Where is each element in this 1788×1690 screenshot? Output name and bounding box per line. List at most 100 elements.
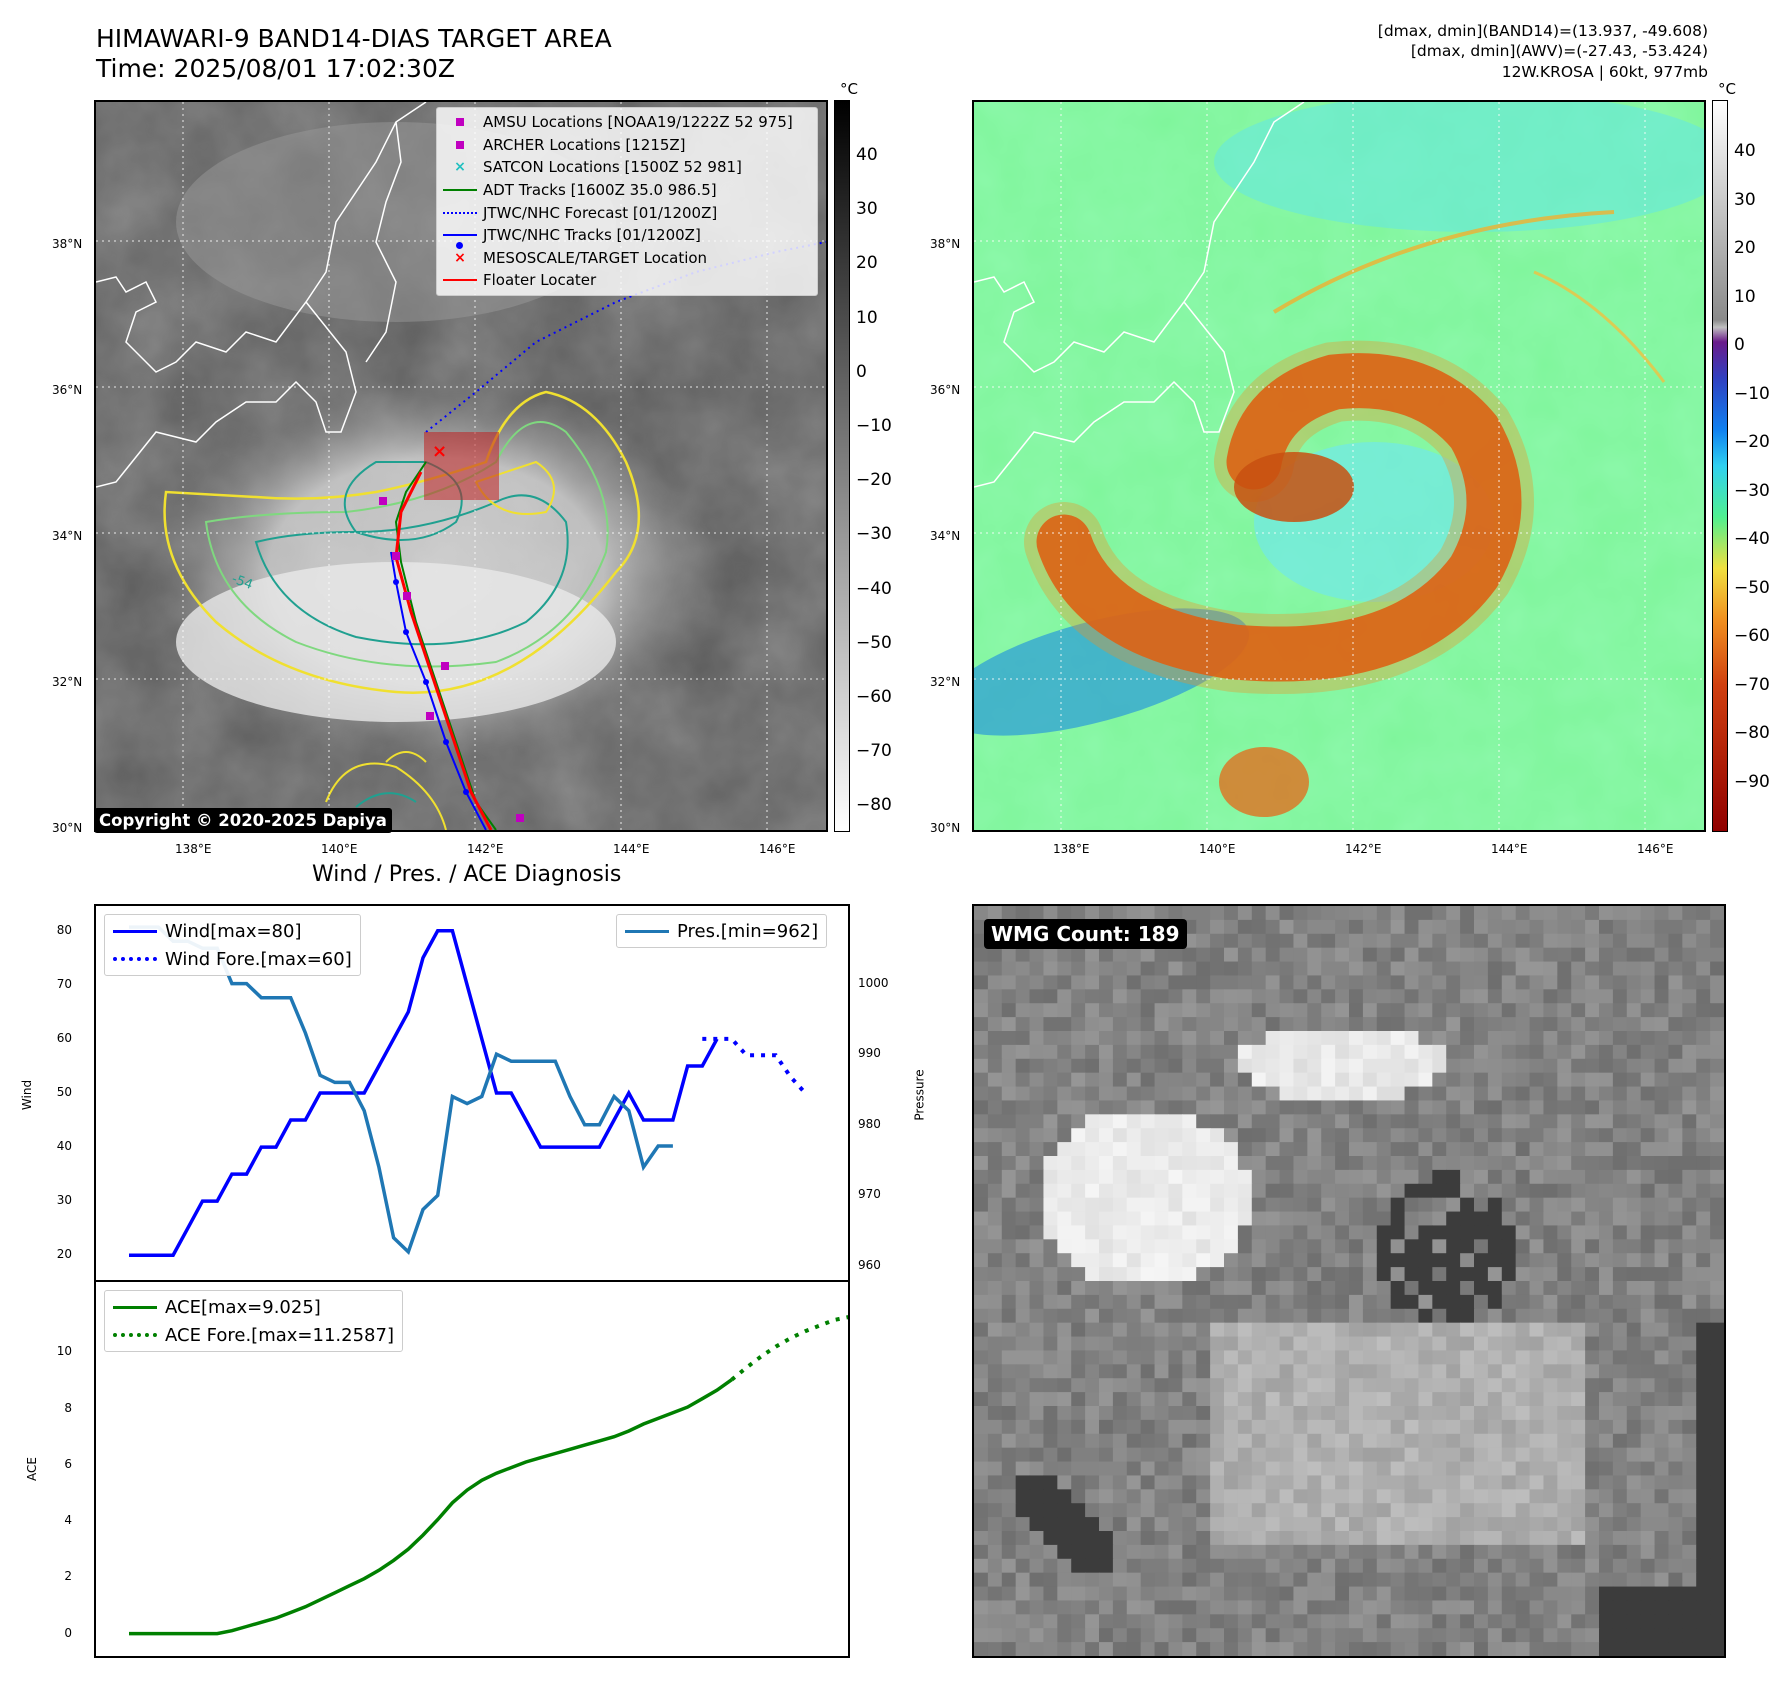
solid-line-icon xyxy=(113,929,157,933)
legend-item-satcon: × SATCON Locations [1500Z 52 981] xyxy=(437,156,817,179)
wmg-image xyxy=(974,906,1724,1656)
awv-range-text: [dmax, dmin](AWV)=(-27.43, -53.424) xyxy=(1410,42,1708,60)
legend-item-jtwc-forecast: JTWC/NHC Forecast [01/1200Z] xyxy=(437,201,817,224)
band14-range-text: [dmax, dmin](BAND14)=(13.937, -49.608) xyxy=(1377,22,1708,40)
axis-tick-label: 60 xyxy=(56,1030,72,1045)
ace-line xyxy=(129,1378,733,1636)
ace-panel xyxy=(94,1280,850,1658)
wind-line xyxy=(129,929,719,1257)
axis-tick-label: 6 xyxy=(64,1456,72,1471)
awv-map-panel xyxy=(972,100,1706,832)
legend-label: ADT Tracks [1600Z 35.0 986.5] xyxy=(483,181,717,200)
axis-tick-label: 8 xyxy=(64,1400,72,1415)
left-colorbar-unit: °C xyxy=(840,80,858,98)
wmg-panel xyxy=(972,904,1726,1658)
lon-tick-label: 146°E xyxy=(759,842,796,856)
awv-map-image xyxy=(974,102,1704,830)
colorbar-tick-label: 20 xyxy=(856,253,878,274)
axis-tick-label: 20 xyxy=(56,1247,72,1262)
legend-label: AMSU Locations [NOAA19/1222Z 52 975] xyxy=(483,113,793,132)
colorbar-tick-label: 10 xyxy=(1734,286,1756,307)
lat-tick-label: 32°N xyxy=(52,675,83,689)
axis-tick-label: 70 xyxy=(56,976,72,991)
left-colorbar xyxy=(834,100,850,832)
lat-tick-label: 32°N xyxy=(930,675,961,689)
lon-tick-label: 144°E xyxy=(1491,842,1528,856)
line-icon xyxy=(443,189,477,192)
lat-tick-label: 38°N xyxy=(52,237,83,251)
colorbar-tick-label: −80 xyxy=(1734,723,1770,743)
lon-tick-label: 140°E xyxy=(1199,842,1236,856)
legend-item-amsu: AMSU Locations [NOAA19/1222Z 52 975] xyxy=(437,111,817,134)
ace-fore-legend-label: ACE Fore.[max=11.2587] xyxy=(165,1324,394,1346)
lon-tick-label: 142°E xyxy=(1345,842,1382,856)
lat-tick-label: 30°N xyxy=(52,821,83,835)
line-dot-icon xyxy=(443,234,477,237)
colorbar-tick-label: −20 xyxy=(856,470,892,491)
colorbar-tick-label: 30 xyxy=(1734,189,1756,210)
ace-legend-label: ACE[max=9.025] xyxy=(165,1296,321,1318)
storm-info-text: 12W.KROSA | 60kt, 977mb xyxy=(1501,63,1708,81)
colorbar-tick-label: −70 xyxy=(856,741,892,762)
ace-forecast-line xyxy=(730,1314,850,1382)
axis-tick-label: 30 xyxy=(56,1193,72,1208)
colorbar-tick-label: −10 xyxy=(1734,383,1770,404)
colorbar-tick-label: 40 xyxy=(1734,141,1756,161)
svg-text:×: × xyxy=(432,441,447,462)
legend-label: SATCON Locations [1500Z 52 981] xyxy=(483,158,742,177)
legend-item-target: × MESOSCALE/TARGET Location xyxy=(437,247,817,270)
lon-tick-label: 140°E xyxy=(321,842,358,856)
axis-tick-label: 990 xyxy=(858,1046,881,1061)
diagnosis-title: Wind / Pres. / ACE Diagnosis xyxy=(312,862,622,887)
axis-tick-label: 0 xyxy=(64,1625,72,1640)
wind-axis-label: Wind xyxy=(20,1079,35,1111)
axis-tick-label: 970 xyxy=(858,1187,881,1202)
ace-axis-label: ACE xyxy=(24,1457,39,1481)
axis-tick-label: 10 xyxy=(56,1344,72,1359)
axis-tick-label: 1000 xyxy=(858,975,889,990)
lat-tick-label: 34°N xyxy=(930,529,961,543)
dotted-line-icon xyxy=(113,957,157,961)
target-box xyxy=(424,432,499,500)
colorbar-tick-label: 0 xyxy=(1734,335,1745,355)
colorbar-tick-label: −30 xyxy=(856,524,892,545)
lat-tick-label: 36°N xyxy=(930,383,961,397)
wind-fore-legend-label: Wind Fore.[max=60] xyxy=(165,948,352,970)
dotted-line-icon xyxy=(113,1333,157,1337)
lat-tick-label: 34°N xyxy=(52,529,83,543)
dotted-line-icon xyxy=(443,211,477,214)
legend-label: Floater Locater xyxy=(483,271,597,290)
lat-tick-label: 38°N xyxy=(930,237,961,251)
lat-tick-label: 36°N xyxy=(52,383,83,397)
pres-legend-label: Pres.[min=962] xyxy=(677,920,819,942)
square-marker-icon xyxy=(456,140,464,149)
legend-label: JTWC/NHC Forecast [01/1200Z] xyxy=(483,203,718,222)
x-marker-icon: × xyxy=(454,159,466,176)
colorbar-tick-label: −30 xyxy=(1734,480,1770,501)
legend-item-archer: ARCHER Locations [1215Z] xyxy=(437,134,817,157)
pressure-axis-label: Pressure xyxy=(912,1069,927,1121)
x-marker-icon: × xyxy=(454,249,466,266)
colorbar-tick-label: 40 xyxy=(856,145,878,165)
right-colorbar xyxy=(1712,100,1728,832)
colorbar-tick-label: −90 xyxy=(1734,771,1770,792)
colorbar-tick-label: −80 xyxy=(856,795,892,816)
colorbar-tick-label: −70 xyxy=(1734,674,1770,695)
colorbar-tick-label: −20 xyxy=(1734,432,1770,452)
lat-tick-label: 30°N xyxy=(930,821,961,835)
legend-label: JTWC/NHC Tracks [01/1200Z] xyxy=(483,226,701,245)
legend-item-jtwc-tracks: JTWC/NHC Tracks [01/1200Z] xyxy=(437,224,817,250)
right-colorbar-unit: °C xyxy=(1718,80,1736,98)
lon-tick-label: 144°E xyxy=(613,842,650,856)
wind-forecast-line xyxy=(702,1036,807,1095)
lon-tick-label: 138°E xyxy=(175,842,212,856)
map-legend: AMSU Locations [NOAA19/1222Z 52 975] ARC… xyxy=(436,107,818,296)
legend-item-adt: ADT Tracks [1600Z 35.0 986.5] xyxy=(437,179,817,202)
legend-label: MESOSCALE/TARGET Location xyxy=(483,248,708,267)
lon-tick-label: 146°E xyxy=(1637,842,1674,856)
lon-tick-label: 142°E xyxy=(467,842,504,856)
ace-legend: ACE[max=9.025] ACE Fore.[max=11.2587] xyxy=(104,1290,403,1352)
copyright-badge: Copyright © 2020-2025 Dapiya xyxy=(94,808,392,833)
axis-tick-label: 40 xyxy=(56,1139,72,1154)
colorbar-tick-label: −50 xyxy=(1734,577,1770,598)
